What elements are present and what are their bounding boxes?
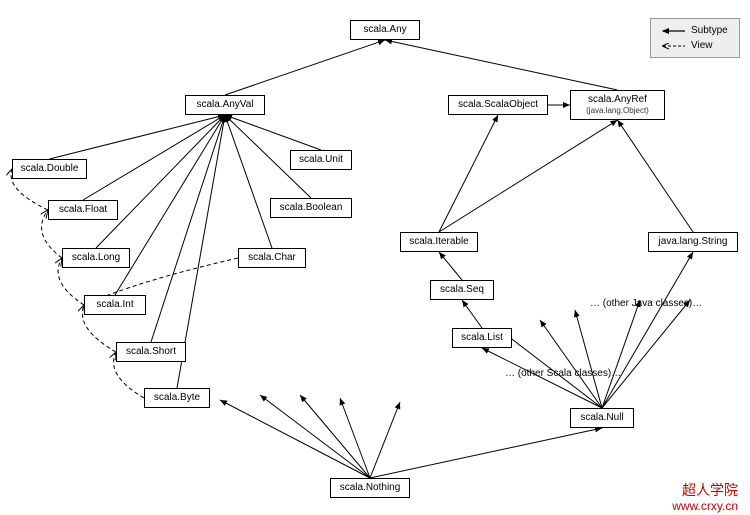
node-float: scala.Float bbox=[48, 200, 118, 220]
legend-subtype: Subtype bbox=[659, 23, 731, 38]
node-null: scala.Null bbox=[570, 408, 634, 428]
node-label: scala.Short bbox=[126, 346, 176, 357]
node-iterable: scala.Iterable bbox=[400, 232, 478, 252]
node-label: scala.Boolean bbox=[280, 202, 343, 213]
node-label: scala.Char bbox=[248, 252, 296, 263]
node-label: scala.List bbox=[461, 332, 503, 343]
annotation-other_java: … (other Java classes)… bbox=[590, 298, 702, 309]
node-boolean: scala.Boolean bbox=[270, 198, 352, 218]
node-label: scala.Any bbox=[363, 24, 406, 35]
node-short: scala.Short bbox=[116, 342, 186, 362]
node-char: scala.Char bbox=[238, 248, 306, 268]
watermark-line1: 超人学院 bbox=[672, 482, 738, 499]
node-label: scala.ScalaObject bbox=[458, 99, 538, 110]
node-list: scala.List bbox=[452, 328, 512, 348]
node-label: scala.Nothing bbox=[340, 482, 401, 493]
node-label: scala.Unit bbox=[299, 154, 343, 165]
node-anyref: scala.AnyRef(java.lang.Object) bbox=[570, 90, 665, 120]
watermark-line2: www.crxy.cn bbox=[672, 499, 738, 513]
node-label: scala.Double bbox=[21, 163, 79, 174]
node-label: scala.Null bbox=[580, 412, 623, 423]
node-label: scala.AnyVal bbox=[196, 99, 253, 110]
legend-box: Subtype View bbox=[650, 18, 740, 58]
node-int: scala.Int bbox=[84, 295, 146, 315]
legend-view-label: View bbox=[691, 38, 713, 53]
node-long: scala.Long bbox=[62, 248, 130, 268]
legend-subtype-label: Subtype bbox=[691, 23, 728, 38]
node-label: scala.Seq bbox=[440, 284, 484, 295]
node-label: scala.Float bbox=[59, 204, 107, 215]
node-unit: scala.Unit bbox=[290, 150, 352, 170]
legend-view: View bbox=[659, 38, 731, 53]
node-scalaobj: scala.ScalaObject bbox=[448, 95, 548, 115]
node-label: scala.Byte bbox=[154, 392, 200, 403]
node-label: scala.Int bbox=[96, 299, 133, 310]
node-label: scala.AnyRef bbox=[588, 94, 647, 105]
node-anyval: scala.AnyVal bbox=[185, 95, 265, 115]
node-string: java.lang.String bbox=[648, 232, 738, 252]
node-label: scala.Long bbox=[72, 252, 120, 263]
annotation-other_scala: … (other Scala classes)… bbox=[505, 368, 621, 379]
node-label: scala.Iterable bbox=[409, 236, 468, 247]
node-byte: scala.Byte bbox=[144, 388, 210, 408]
node-double: scala.Double bbox=[12, 159, 87, 179]
node-seq: scala.Seq bbox=[430, 280, 494, 300]
watermark: 超人学院 www.crxy.cn bbox=[672, 482, 738, 513]
node-any: scala.Any bbox=[350, 20, 420, 40]
node-nothing: scala.Nothing bbox=[330, 478, 410, 498]
node-label: java.lang.String bbox=[659, 236, 728, 247]
node-subtitle: (java.lang.Object) bbox=[577, 106, 658, 116]
